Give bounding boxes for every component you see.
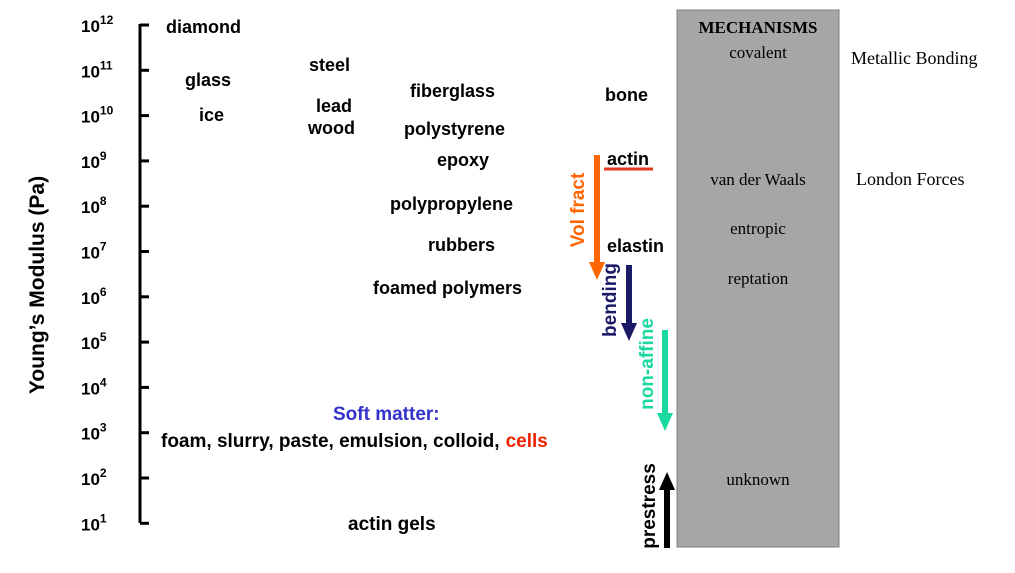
material-elastin: elastin (607, 236, 664, 256)
y-axis-tick-label: 109 (81, 149, 107, 172)
y-axis-tick-label: 107 (81, 240, 107, 263)
tick-label-base: 10 (81, 379, 100, 398)
side-note-metallic-bonding: Metallic Bonding (851, 48, 977, 68)
material-ice: ice (199, 105, 224, 125)
tick-label-base: 10 (81, 153, 100, 172)
non-affine-arrowhead (657, 413, 673, 431)
material-actin-gels: actin gels (348, 514, 436, 535)
y-axis-tick-label: 102 (81, 466, 107, 489)
material-steel: steel (309, 55, 350, 75)
prestress-arrowhead (659, 472, 675, 490)
y-axis-tick-label: 101 (81, 511, 107, 534)
y-axis-tick-label: 1011 (81, 58, 113, 81)
tick-label-exponent: 5 (100, 330, 107, 344)
bending-label: bending (600, 263, 621, 337)
material-polystyrene: polystyrene (404, 119, 505, 139)
tick-label-base: 10 (81, 17, 100, 36)
non-affine-label: non-affine (637, 318, 658, 410)
vol-fract-arrowhead (589, 262, 605, 280)
y-axis-tick-label: 1012 (81, 13, 114, 36)
tick-label-base: 10 (81, 334, 100, 353)
tick-label-exponent: 8 (100, 194, 107, 208)
tick-label-base: 10 (81, 108, 100, 127)
mechanisms-panel (676, 9, 840, 548)
material-diamond: diamond (166, 17, 241, 37)
tick-label-exponent: 3 (100, 421, 107, 435)
tick-label-exponent: 1 (100, 511, 107, 525)
prestress-label: prestress (639, 463, 660, 549)
soft-matter-heading: Soft matter: (333, 404, 440, 425)
tick-label-exponent: 11 (100, 58, 113, 72)
tick-label-base: 10 (81, 198, 100, 217)
mechanism-entropic: entropic (730, 219, 786, 238)
side-note-london-forces: London Forces (856, 169, 964, 189)
tick-label-base: 10 (81, 425, 100, 444)
tick-label-exponent: 2 (100, 466, 107, 480)
vol-fract-label: Vol fract (568, 172, 589, 247)
mechanism-reptation: reptation (728, 269, 789, 288)
mechanism-unknown: unknown (726, 470, 790, 489)
mechanism-van-der-waals: van der Waals (710, 170, 806, 189)
tick-label-exponent: 12 (100, 13, 114, 27)
y-axis-tick-label: 1010 (81, 104, 114, 127)
material-wood: wood (307, 118, 355, 138)
soft-matter-cells: cells (506, 431, 548, 452)
material-foamed-polymers: foamed polymers (373, 278, 522, 298)
y-axis-tick-label: 108 (81, 194, 107, 217)
y-axis-tick-label: 103 (81, 421, 107, 444)
y-axis-label: Young’s Modulus (Pa) (26, 176, 49, 394)
tick-label-base: 10 (81, 62, 100, 81)
material-actin: actin (607, 149, 649, 169)
tick-label-exponent: 6 (100, 285, 107, 299)
materials: diamond glass ice steel lead wood fiberg… (166, 17, 664, 535)
tick-label-exponent: 9 (100, 149, 107, 163)
y-axis-tick-label: 104 (81, 375, 107, 398)
material-glass: glass (185, 70, 231, 90)
material-epoxy: epoxy (437, 150, 489, 170)
tick-label-exponent: 7 (100, 240, 107, 254)
material-polypropylene: polypropylene (390, 194, 513, 214)
tick-label-exponent: 10 (100, 104, 114, 118)
mechanisms-list: MECHANISMS covalent van der Waals entrop… (698, 18, 817, 489)
soft-matter-list: foam, slurry, paste, emulsion, colloid, (161, 431, 500, 452)
material-rubbers: rubbers (428, 235, 495, 255)
mechanisms-heading: MECHANISMS (698, 18, 817, 37)
tick-label-base: 10 (81, 470, 100, 489)
mechanism-covalent: covalent (729, 43, 787, 62)
tick-label-exponent: 4 (100, 375, 107, 389)
bending-arrowhead (621, 323, 637, 341)
soft-matter-items: foam, slurry, paste, emulsion, colloid, c… (161, 431, 548, 452)
material-bone: bone (605, 85, 648, 105)
tick-label-base: 10 (81, 244, 100, 263)
y-axis-ticks (140, 23, 149, 525)
y-axis-tick-label: 106 (81, 285, 107, 308)
material-fiberglass: fiberglass (410, 81, 495, 101)
material-lead: lead (316, 96, 352, 116)
tick-label-base: 10 (81, 515, 100, 534)
tick-label-base: 10 (81, 289, 100, 308)
y-axis-tick-label: 105 (81, 330, 107, 353)
